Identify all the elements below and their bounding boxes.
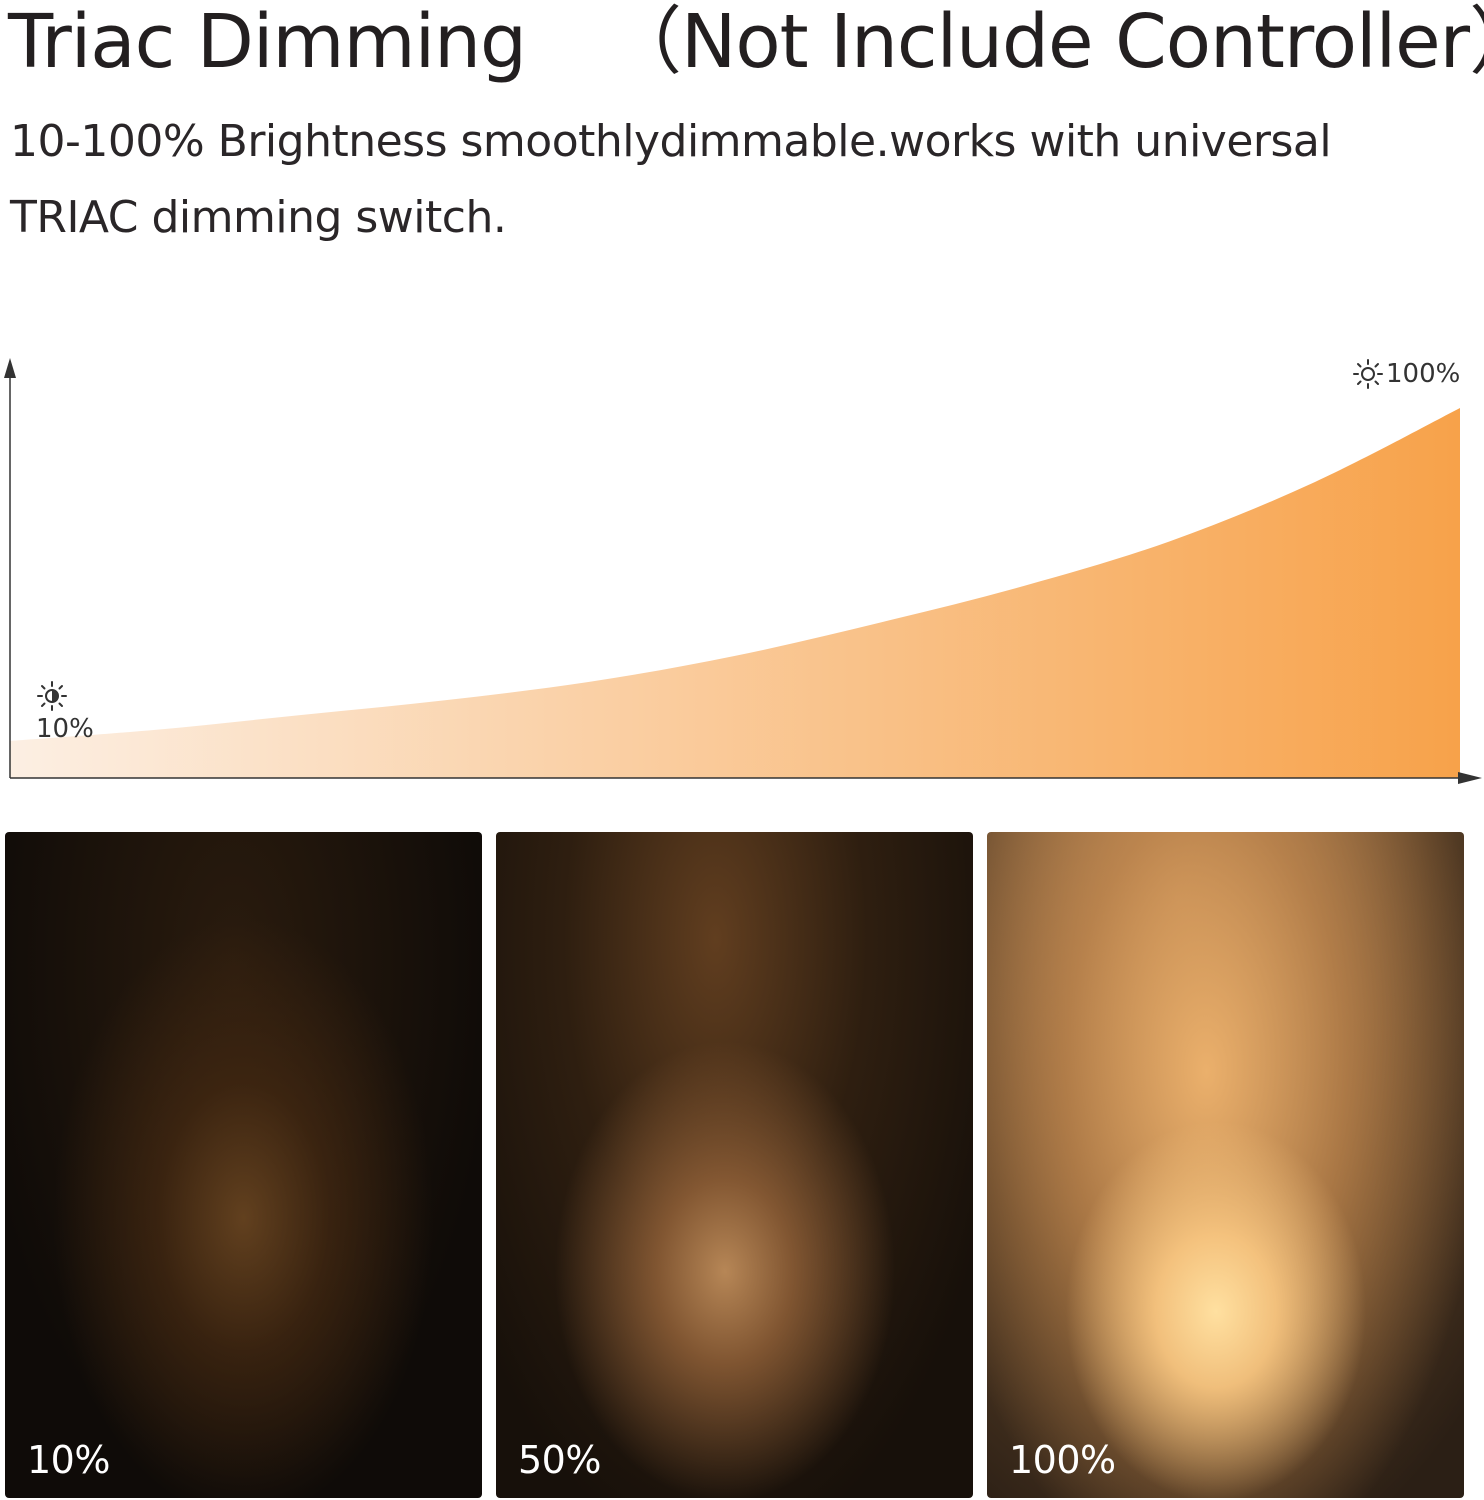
sample-panel-50: 50% <box>496 832 973 1498</box>
sample-panel-100: 100% <box>987 832 1464 1498</box>
title-main: Triac Dimming <box>8 0 527 85</box>
x-axis-arrow <box>1458 772 1482 784</box>
min-label-text: 10% <box>36 714 94 744</box>
title-note: （Not Include Controller） <box>608 0 1484 85</box>
min-brightness-label: 10% <box>36 680 94 744</box>
brightness-area <box>10 408 1460 778</box>
page-title: Triac Dimming （Not Include Controller） <box>8 0 1484 84</box>
sun-icon <box>1353 359 1383 389</box>
y-axis-arrow <box>4 358 16 378</box>
brightness-samples: 10% 50% 100% <box>5 832 1465 1498</box>
brightness-curve-svg <box>4 358 1482 784</box>
panel-label: 10% <box>27 1438 110 1482</box>
description: 10-100% Brightness smoothlydimmable.work… <box>10 116 1332 243</box>
half-sun-icon <box>37 681 67 711</box>
panel-label: 100% <box>1009 1438 1116 1482</box>
max-brightness-label: 100% <box>1352 358 1460 390</box>
sample-panel-10: 10% <box>5 832 482 1498</box>
panel-label: 50% <box>518 1438 601 1482</box>
max-label-text: 100% <box>1386 359 1461 389</box>
brightness-curve-chart: 100% 10% <box>0 350 1484 800</box>
